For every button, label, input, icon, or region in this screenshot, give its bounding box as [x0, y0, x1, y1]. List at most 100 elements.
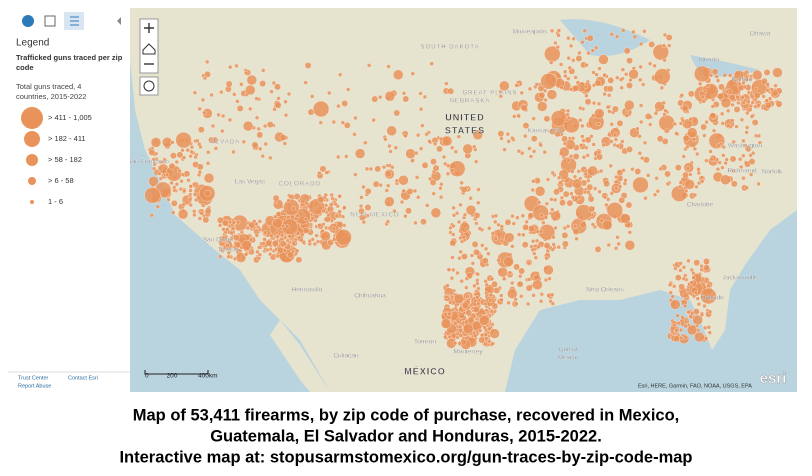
- dot: [532, 251, 537, 256]
- dot: [181, 202, 186, 207]
- dot: [429, 179, 437, 186]
- map-label: NEW MEXICO: [350, 213, 399, 219]
- footer-link[interactable]: Contact Esri: [68, 375, 98, 381]
- dot: [694, 184, 699, 189]
- dot: [594, 45, 599, 50]
- map-label: COLORADO: [279, 182, 321, 188]
- dot: [561, 232, 569, 239]
- dot: [551, 242, 556, 247]
- dot: [723, 160, 728, 166]
- details-tab[interactable]: [44, 15, 56, 27]
- dot: [654, 176, 659, 181]
- dot: [451, 267, 456, 273]
- dot: [670, 294, 675, 299]
- dot: [630, 167, 635, 172]
- dot: [527, 86, 533, 92]
- dot: [715, 78, 721, 83]
- dot: [329, 192, 334, 198]
- dot: [177, 168, 182, 174]
- dot: [447, 334, 452, 340]
- dot: [516, 280, 524, 288]
- dot: [739, 117, 745, 122]
- dot: [678, 261, 683, 266]
- dot: [569, 191, 574, 196]
- dot: [295, 231, 301, 236]
- dot: [516, 232, 522, 237]
- dot: [421, 161, 429, 169]
- collapse-button[interactable]: [117, 17, 121, 25]
- dot: [384, 188, 389, 193]
- dot: [652, 44, 669, 61]
- dot: [254, 96, 259, 101]
- dot: [241, 240, 252, 251]
- dot: [188, 184, 193, 189]
- dot: [450, 255, 455, 260]
- map-label: Torreon: [414, 339, 436, 346]
- legend-label: > 411 - 1,005: [48, 113, 92, 122]
- dot: [594, 79, 602, 87]
- map-label: San Diego: [203, 237, 234, 244]
- dot: [638, 41, 644, 47]
- dot: [692, 192, 698, 198]
- dot: [597, 189, 602, 194]
- dot: [577, 50, 582, 56]
- dot: [331, 226, 336, 231]
- footer-link[interactable]: Trust Center: [18, 375, 49, 381]
- locate-button[interactable]: [143, 80, 155, 92]
- dot: [679, 93, 685, 98]
- zoom-in[interactable]: [144, 23, 154, 33]
- dot: [256, 256, 262, 261]
- dot: [748, 158, 756, 165]
- dot: [402, 95, 410, 103]
- dot: [456, 219, 462, 225]
- home-button[interactable]: [142, 43, 156, 55]
- dot: [753, 86, 759, 92]
- dot: [530, 187, 535, 193]
- dot: [764, 102, 772, 109]
- dot: [725, 89, 730, 94]
- dot: [549, 28, 555, 34]
- dot: [566, 76, 571, 81]
- dot: [209, 92, 214, 98]
- dot: [661, 100, 666, 106]
- dot: [707, 309, 713, 314]
- dot: [607, 93, 612, 98]
- dot: [740, 95, 745, 100]
- dot: [590, 48, 595, 53]
- footer-link[interactable]: Report Abuse: [18, 383, 51, 389]
- dot: [524, 219, 529, 224]
- dot: [756, 103, 761, 108]
- map-label: Gulf of: [558, 347, 577, 354]
- dot: [175, 132, 192, 149]
- dot: [164, 172, 170, 178]
- dot: [528, 225, 536, 233]
- dot: [674, 328, 679, 333]
- dot: [559, 199, 566, 207]
- dot: [726, 108, 731, 114]
- dot: [327, 205, 334, 213]
- dot: [617, 184, 623, 189]
- dot: [513, 297, 518, 302]
- dot: [700, 287, 717, 305]
- dot: [682, 171, 689, 179]
- dot: [302, 227, 310, 234]
- dot: [684, 179, 695, 190]
- dot: [707, 330, 712, 335]
- layer-title-box: Trafficked guns traced per zip code: [16, 53, 122, 72]
- dot: [506, 300, 511, 306]
- dot: [612, 105, 619, 113]
- dot: [531, 149, 537, 154]
- dot: [734, 124, 739, 129]
- dot: [550, 247, 555, 252]
- dot: [386, 64, 391, 69]
- dot: [602, 73, 607, 78]
- dot: [257, 252, 263, 257]
- dot: [568, 43, 574, 49]
- info-tab[interactable]: [22, 15, 34, 27]
- dot: [197, 142, 202, 147]
- map-label: Orlando: [700, 295, 724, 302]
- dot: [614, 174, 619, 180]
- dot: [472, 306, 480, 313]
- dot: [620, 67, 626, 72]
- dot: [546, 89, 558, 100]
